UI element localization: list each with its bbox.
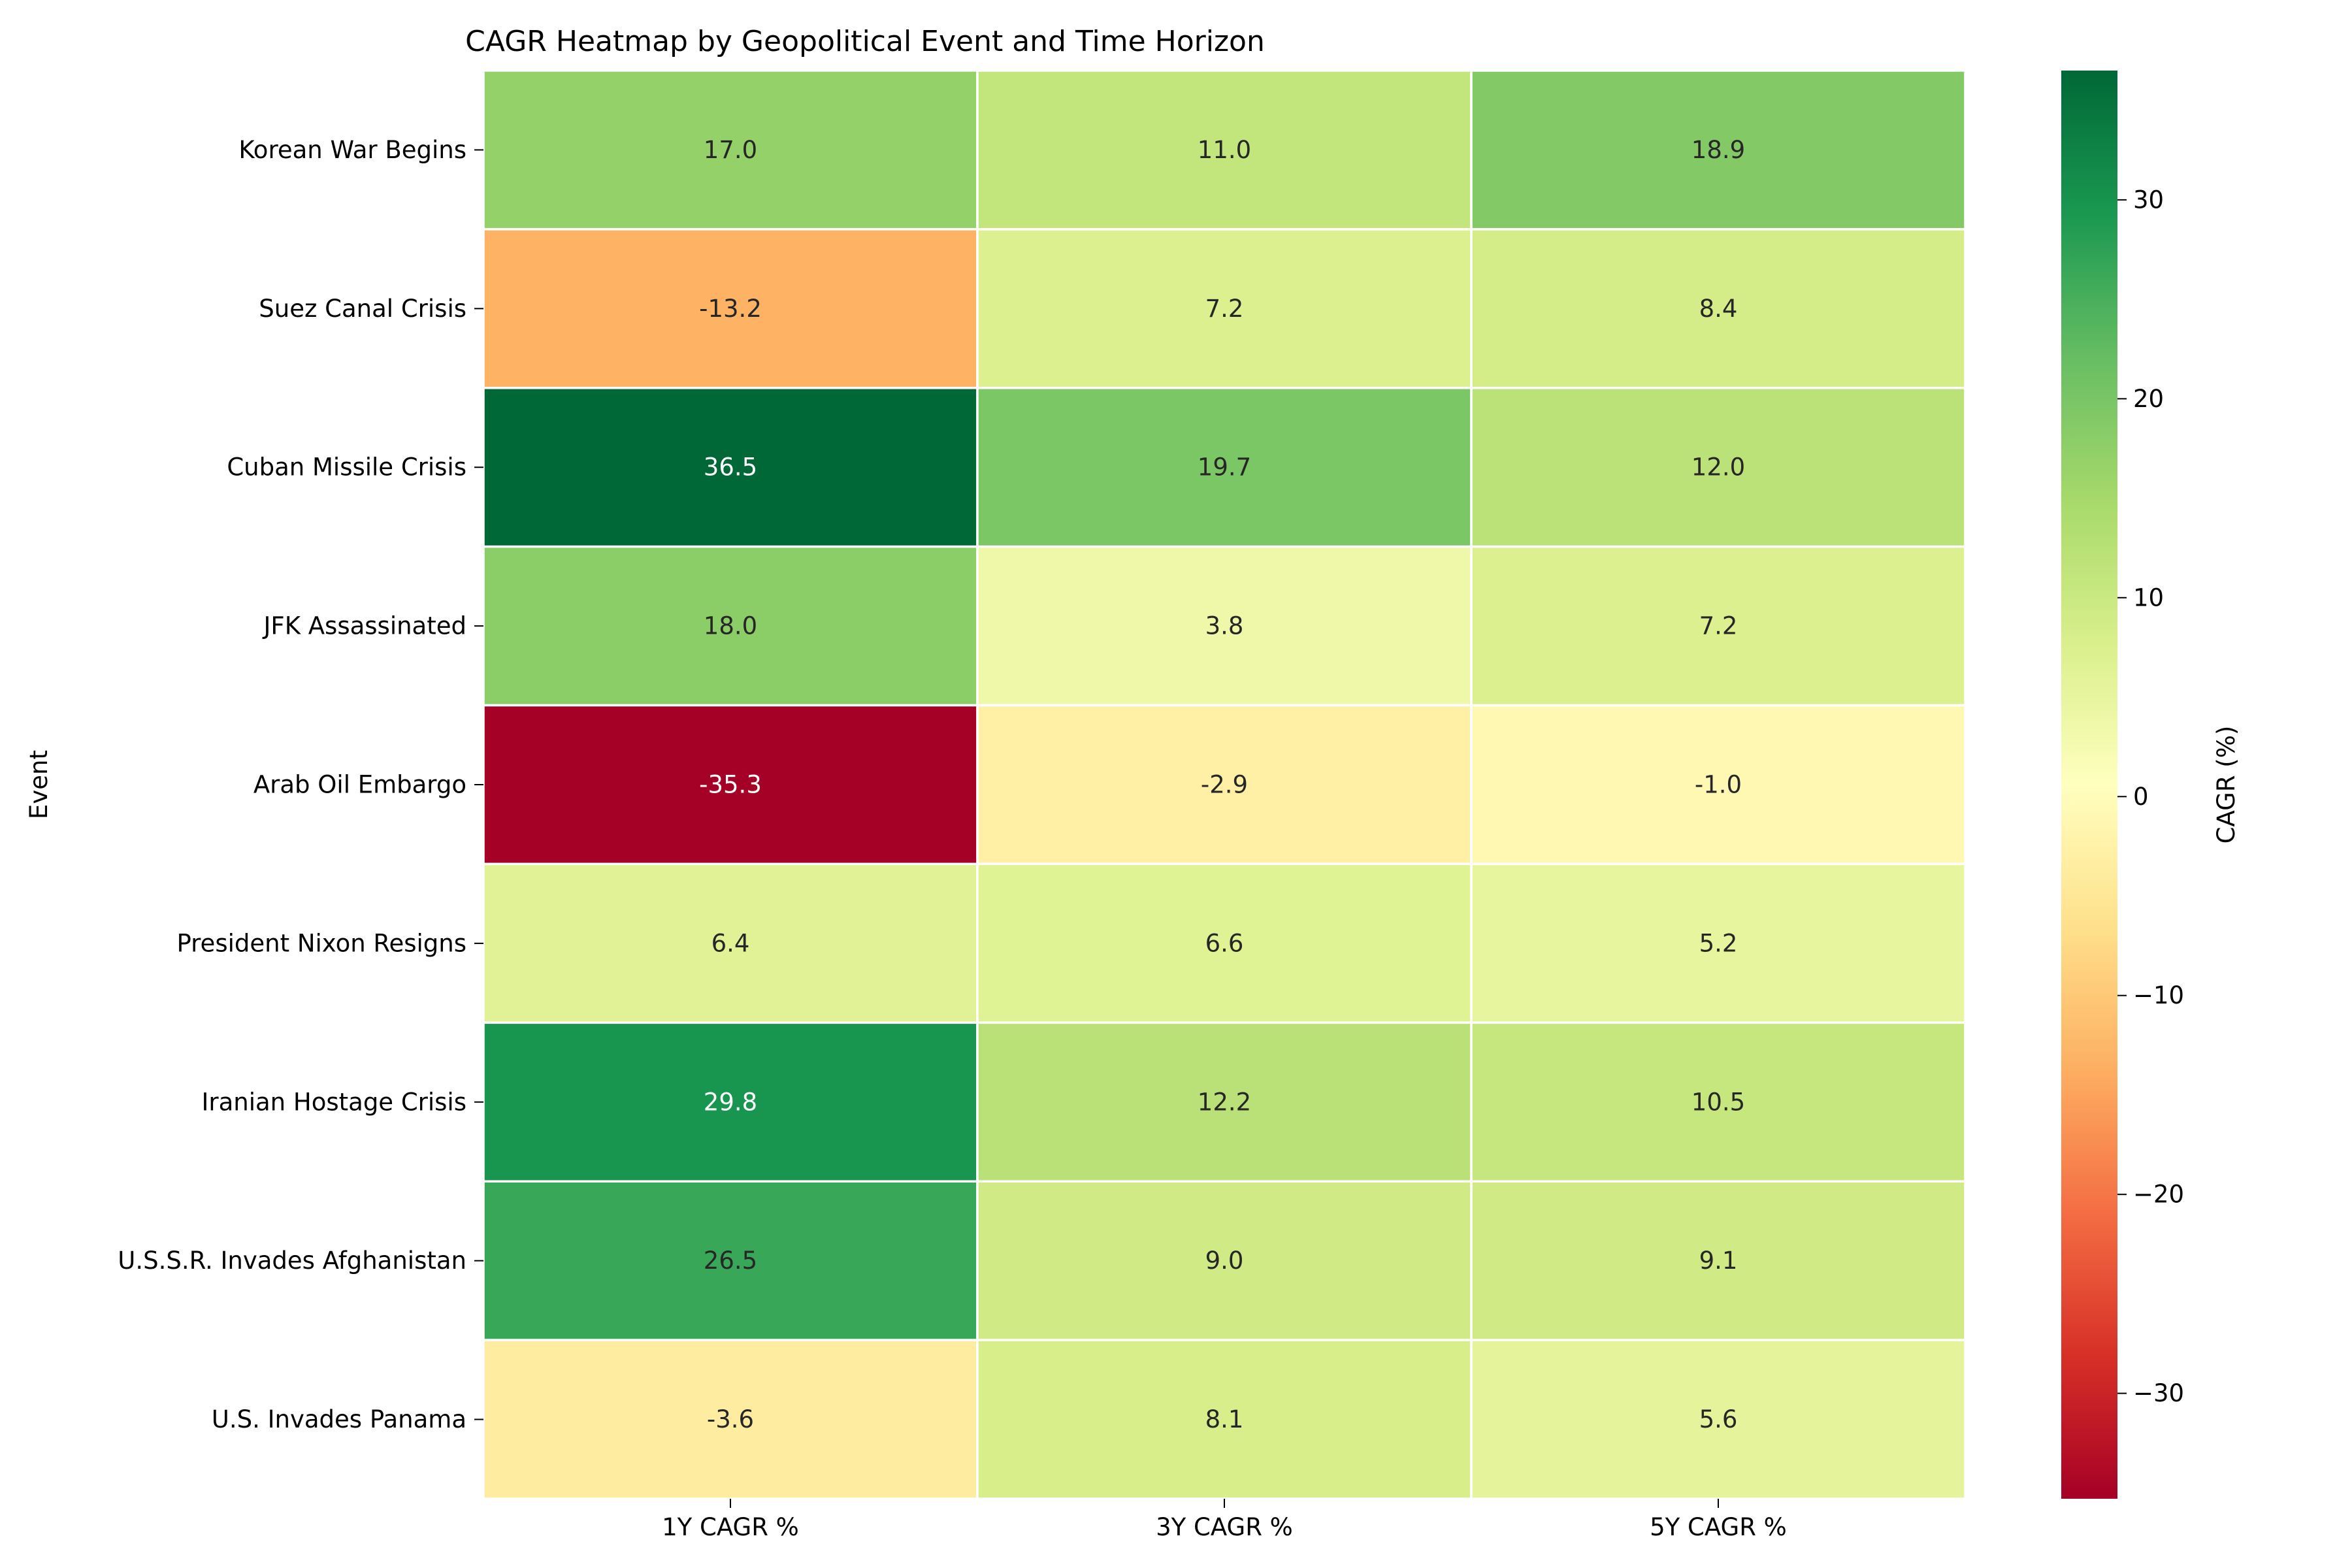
cell-value-label: -13.2: [699, 295, 762, 323]
y-tick-label: Suez Canal Crisis: [259, 295, 466, 323]
cell-value-label: 12.2: [1198, 1088, 1251, 1116]
cell-value-label: 10.5: [1691, 1088, 1745, 1116]
heatmap-cell: [1470, 387, 1967, 548]
cell-value-label: 12.0: [1691, 453, 1745, 482]
heatmap-cell: [1470, 1180, 1967, 1341]
heatmap-cell: [976, 1180, 1473, 1341]
heatmap-cell: [976, 1339, 1473, 1500]
y-tick-label: President Nixon Resigns: [177, 929, 467, 957]
heatmap-cell: [482, 387, 979, 548]
colorbar-tick-label: 10: [2133, 583, 2164, 612]
cell-value-label: 3.8: [1205, 612, 1244, 640]
cell-value-label: 8.1: [1205, 1405, 1244, 1433]
heatmap-cell: [482, 228, 979, 389]
heatmap-cell: [976, 69, 1473, 231]
heatmap-cell: [1470, 704, 1967, 866]
colorbar: −30 −20 −10 0 10 20 30 CAGR (%): [2061, 71, 2240, 1499]
cell-value-label: 36.5: [704, 453, 757, 482]
y-axis-ticks: Korean War Begins Suez Canal Crisis Cuban …: [118, 136, 483, 1433]
x-tick-label: 5Y CAGR %: [1650, 1513, 1787, 1541]
colorbar-tick-label: −10: [2133, 981, 2184, 1009]
heatmap-cell: [482, 545, 979, 707]
y-tick-label: Korean War Begins: [238, 136, 466, 164]
heatmap-cell: [482, 1021, 979, 1183]
cell-value-label: 7.2: [1699, 612, 1738, 640]
colorbar-gradient: [2061, 71, 2117, 1499]
heatmap-cell: [976, 862, 1473, 1024]
heatmap-cell-labels: 17.0 11.0 18.9 -13.2 7.2 8.4 36.5 19.7 12.0 18.0 3…: [699, 136, 1745, 1433]
cell-value-label: 5.2: [1699, 929, 1738, 957]
cell-value-label: -1.0: [1695, 771, 1742, 799]
cell-value-label: 26.5: [704, 1247, 757, 1275]
x-axis-ticks: 1Y CAGR % 3Y CAGR % 5Y CAGR %: [662, 1499, 1787, 1541]
colorbar-tick-label: −30: [2133, 1379, 2184, 1407]
cell-value-label: 6.4: [711, 929, 750, 957]
y-tick-label: Arab Oil Embargo: [253, 771, 466, 799]
cell-value-label: -35.3: [699, 771, 762, 799]
y-tick-label: Cuban Missile Crisis: [227, 453, 466, 482]
cell-value-label: 7.2: [1205, 295, 1244, 323]
y-tick-label: JFK Assassinated: [263, 612, 466, 640]
cell-value-label: 17.0: [704, 136, 757, 164]
heatmap-cells: [482, 69, 1967, 1500]
cell-value-label: 9.1: [1699, 1247, 1738, 1275]
heatmap-cell: [482, 704, 979, 866]
colorbar-tick-label: −20: [2133, 1181, 2184, 1209]
y-axis-label: Event: [25, 750, 53, 819]
colorbar-tick-label: 30: [2133, 186, 2164, 214]
heatmap-cell: [482, 1339, 979, 1500]
chart-title: CAGR Heatmap by Geopolitical Event and T…: [465, 25, 1265, 58]
colorbar-tick-label: 20: [2133, 385, 2164, 413]
heatmap-cell: [482, 862, 979, 1024]
x-tick-label: 1Y CAGR %: [662, 1513, 799, 1541]
heatmap-cell: [976, 704, 1473, 866]
cell-value-label: 11.0: [1198, 136, 1251, 164]
heatmap-cell: [1470, 1339, 1967, 1500]
y-tick-label: U.S.S.R. Invades Afghanistan: [118, 1247, 466, 1275]
heatmap-cell: [482, 69, 979, 231]
y-tick-label: U.S. Invades Panama: [212, 1405, 466, 1433]
heatmap-cell: [976, 387, 1473, 548]
cell-value-label: 18.9: [1691, 136, 1745, 164]
cell-value-label: 8.4: [1699, 295, 1738, 323]
heatmap-cell: [1470, 545, 1967, 707]
x-tick-label: 3Y CAGR %: [1156, 1513, 1293, 1541]
heatmap-cell: [1470, 862, 1967, 1024]
colorbar-label: CAGR (%): [2212, 726, 2240, 844]
cell-value-label: 9.0: [1205, 1247, 1244, 1275]
heatmap-cell: [1470, 1021, 1967, 1183]
y-tick-label: Iranian Hostage Crisis: [201, 1088, 466, 1116]
cell-value-label: 18.0: [704, 612, 757, 640]
heatmap-cell: [482, 1180, 979, 1341]
cell-value-label: -3.6: [707, 1405, 754, 1433]
heatmap-cell: [976, 1021, 1473, 1183]
cell-value-label: -2.9: [1201, 771, 1248, 799]
cell-value-label: 5.6: [1699, 1405, 1738, 1433]
cell-value-label: 19.7: [1198, 453, 1251, 482]
colorbar-tick-label: 0: [2133, 783, 2149, 811]
colorbar-ticks: −30 −20 −10 0 10 20 30: [2117, 186, 2184, 1407]
cell-value-label: 6.6: [1205, 929, 1244, 957]
heatmap-cell: [1470, 69, 1967, 231]
cell-value-label: 29.8: [704, 1088, 757, 1116]
